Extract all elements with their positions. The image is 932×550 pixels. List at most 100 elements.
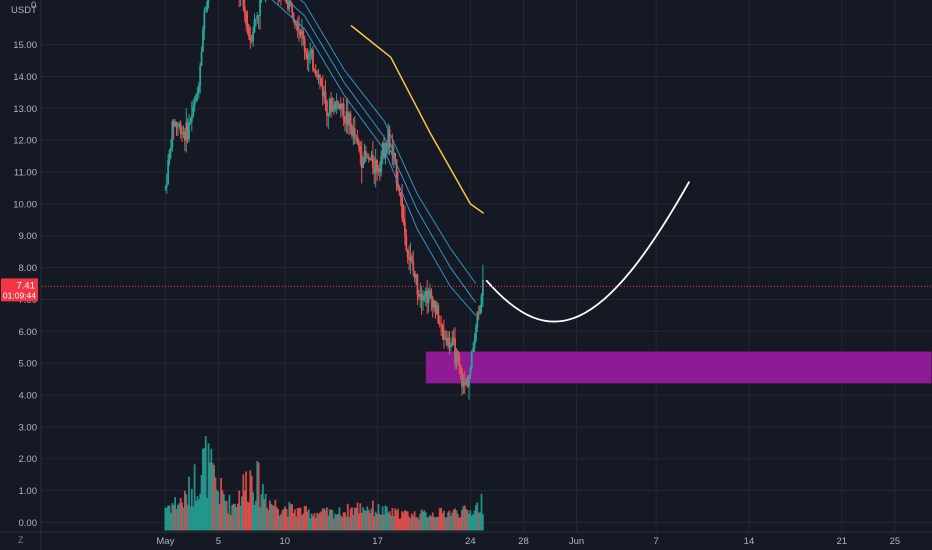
volume-bar (174, 497, 177, 531)
candle-body (319, 75, 321, 79)
candle-body (256, 15, 259, 19)
volume-bar (436, 517, 438, 531)
price-tick-label: 6.00 (19, 327, 38, 338)
volume-bar (172, 505, 175, 531)
volume-bar (426, 517, 429, 531)
candle-body (363, 151, 366, 164)
candle-body (341, 103, 344, 109)
volume-bar (292, 513, 295, 531)
candle-body (317, 75, 320, 78)
z-icon[interactable]: Z (18, 535, 24, 545)
candle-body (405, 235, 408, 250)
candle-body (468, 375, 470, 387)
projection-curve-layer[interactable] (485, 181, 691, 323)
candle-body (292, 12, 295, 21)
candle-body (399, 192, 402, 198)
volume-bar (449, 516, 452, 531)
price-tick-label: 13.00 (13, 104, 37, 115)
support-zone-layer[interactable] (424, 350, 932, 385)
volume-bar (217, 491, 220, 531)
price-axis[interactable]: USDT 0 0.001.002.003.004.005.006.007.008… (11, 0, 42, 550)
volume-bar (331, 510, 334, 531)
candle-body (454, 338, 456, 364)
candle-body (288, 0, 291, 9)
candle-body (477, 312, 480, 314)
volume-bar (202, 448, 204, 531)
candle-body (310, 49, 313, 53)
volume-bar (441, 513, 444, 531)
volume-bar (324, 510, 327, 531)
candle-body (476, 312, 479, 328)
candle-body (167, 160, 170, 185)
candle-body (380, 156, 383, 173)
volume-bar (300, 514, 303, 531)
candle-body (331, 104, 334, 112)
volume-bar (321, 508, 324, 531)
candle-body (328, 98, 331, 114)
volume-bar (448, 510, 451, 531)
timezone-button[interactable]: Z (18, 535, 24, 545)
volume-bar (287, 516, 289, 531)
volume-bar (365, 511, 367, 531)
candle-body (316, 74, 319, 78)
candle-body (332, 104, 335, 110)
volume-bar (463, 505, 466, 531)
volume-bar (342, 512, 345, 531)
candle-body (293, 20, 296, 25)
volume-bar (243, 490, 246, 531)
candle-body (242, 0, 245, 7)
candle-body (377, 168, 380, 171)
volume-bar (454, 508, 456, 531)
candle-body (250, 40, 253, 42)
volume-bar (406, 511, 409, 531)
volume-bar (409, 518, 412, 531)
candle-body (189, 121, 192, 123)
candle-body (455, 350, 458, 364)
volume-bar (390, 515, 392, 531)
candle-body (168, 150, 171, 161)
candle-body (199, 65, 202, 86)
candle-body (413, 270, 416, 278)
candle-body (480, 295, 483, 306)
volume-bar (224, 501, 227, 531)
volume-bar (282, 508, 285, 531)
volume-bar (424, 512, 427, 531)
volume-bar (310, 513, 313, 531)
candle-body (366, 156, 369, 158)
volume-bar (429, 515, 431, 531)
volume-bar (238, 490, 241, 531)
candle-body (170, 147, 172, 151)
candle-body (305, 50, 307, 54)
volume-bar (221, 490, 224, 531)
time-tick-label: May (156, 536, 174, 547)
time-axis[interactable]: May 5 10 17 24 28 Jun 7 14 21 25 (0, 531, 932, 547)
volume-bar (335, 514, 338, 531)
candle-body (426, 290, 429, 304)
volume-bar (420, 509, 423, 531)
price-axis-top-fragment: 0 (31, 0, 36, 11)
candle-body (433, 300, 436, 308)
candle-body (415, 274, 417, 278)
volume-bar (341, 517, 344, 531)
candle-body (349, 114, 352, 126)
volume-bar (314, 517, 317, 531)
candle-body (409, 256, 412, 261)
candle-body (185, 122, 188, 141)
candle-body (424, 290, 427, 296)
candle-body (378, 168, 381, 173)
volume-bar (366, 506, 369, 531)
ema-long-line (350, 24, 485, 215)
volume-bar (359, 503, 362, 531)
candle-body (302, 30, 305, 39)
candle-body (358, 141, 360, 147)
volume-bar (228, 494, 231, 531)
volume-bar (334, 513, 337, 531)
price-tick-label: 10.00 (13, 199, 37, 210)
volume-bar (260, 494, 263, 531)
price-tick-label: 11.00 (14, 168, 37, 179)
candle-body (324, 91, 327, 102)
candle-body (246, 24, 249, 28)
volume-bar (481, 514, 484, 531)
